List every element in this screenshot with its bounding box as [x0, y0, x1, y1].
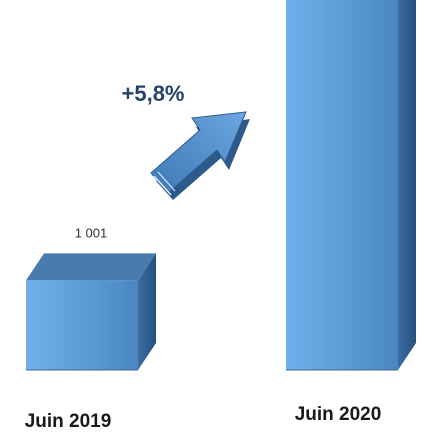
bar-top-face — [26, 253, 156, 281]
bar-value-label: 1 001 — [75, 225, 108, 240]
growth-arrow-icon — [150, 111, 250, 200]
category-label: Juin 2019 — [25, 411, 112, 432]
growth-annotation: +5,8% — [122, 81, 185, 106]
bar-front-face — [26, 280, 138, 370]
bar — [26, 253, 156, 371]
bar — [286, 0, 416, 371]
category-label: Juin 2020 — [295, 404, 382, 425]
bar-side-face — [398, 0, 416, 370]
bar-front-face — [286, 0, 398, 370]
bar-side-face — [138, 253, 156, 370]
